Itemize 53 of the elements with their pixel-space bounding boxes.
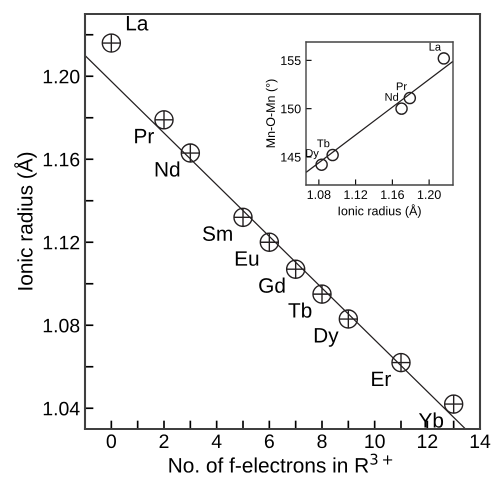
point (338, 309, 358, 329)
x-axis-title: No. of f-electrons in R$^{3+}$ (169, 454, 392, 473)
y-tick-label: 155 (281, 56, 301, 66)
point (444, 394, 464, 414)
x-tick-label: 4 (212, 434, 222, 448)
y-tick-label: 150 (281, 104, 301, 114)
x-tick-label: 2 (160, 434, 168, 448)
annotation: La (430, 42, 442, 51)
annotation: Sm (202, 226, 232, 241)
y-tick-label: 1.04 (44, 402, 80, 416)
y-tick-label: 1.08 (44, 318, 80, 332)
annotation: Eu (236, 251, 258, 266)
annotation: Er (372, 372, 391, 386)
annotation: Dy (314, 328, 339, 347)
x-tick-label: 14 (470, 434, 490, 448)
point (233, 208, 253, 228)
annotation: La (126, 16, 148, 31)
point (102, 33, 122, 53)
x-tick-label: 12 (418, 434, 438, 448)
annotation: Yb (418, 412, 444, 428)
x-tick-label: 1.12 (344, 190, 368, 199)
y-tick-label: 1.20 (44, 70, 80, 84)
point (180, 143, 200, 163)
point (391, 352, 411, 372)
y-tick-label: 1.12 (44, 236, 80, 250)
x-axis-title: Ionic radius (Å) (338, 204, 421, 218)
point (286, 260, 306, 279)
y-tick-label: 1.16 (44, 152, 80, 166)
annotation: Nd (385, 92, 398, 101)
annotation: Gd (259, 278, 285, 293)
y-tick-label: 145 (281, 152, 301, 162)
point (404, 92, 416, 104)
annotation: Tb (288, 302, 312, 318)
x-tick-label: 1.16 (381, 190, 404, 200)
point (395, 102, 408, 115)
x-tick-label: 1.08 (308, 190, 330, 200)
y-axis-title: Mn-O-Mn (°) (266, 79, 278, 148)
annotation: Tb (317, 139, 330, 148)
x-tick-label: 8 (317, 434, 327, 448)
annotation: Nd (156, 161, 180, 177)
annotation: Pr (135, 128, 154, 144)
point (154, 110, 174, 130)
point (315, 158, 328, 171)
x-tick-label: 1.20 (418, 190, 441, 200)
point (260, 232, 280, 252)
point (438, 52, 450, 65)
x-tick-label: 10 (365, 434, 385, 448)
point (326, 148, 339, 162)
point (312, 284, 332, 304)
y-axis-title: Ionic radius (Å) (14, 152, 37, 290)
x-tick-label: 6 (264, 434, 274, 448)
x-tick-label: 0 (106, 434, 116, 448)
annotation: Pr (396, 82, 407, 90)
